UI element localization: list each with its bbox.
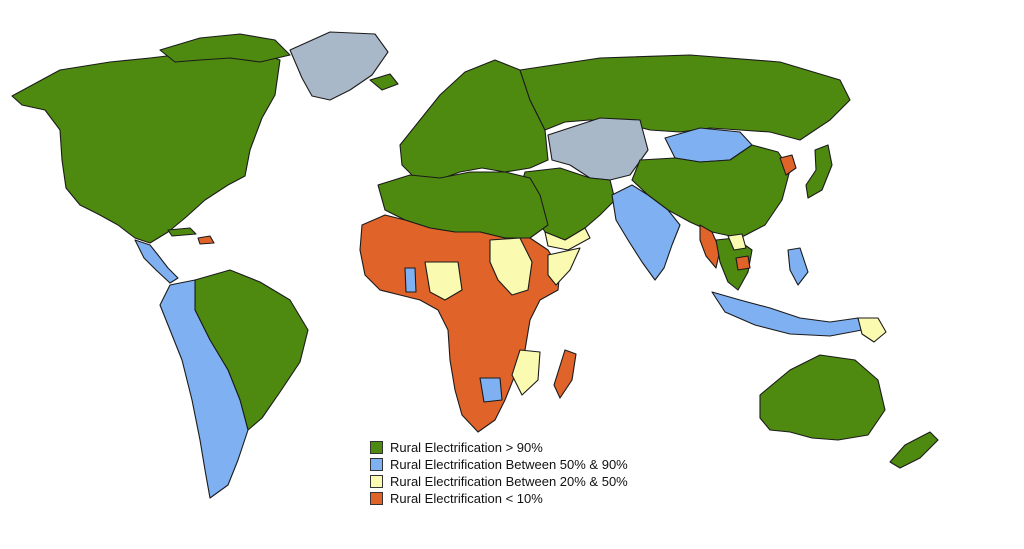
legend-swatch [370, 492, 383, 505]
region-sudan [489, 237, 533, 296]
legend-item-very-low: Rural Electrification < 10% [370, 490, 628, 507]
legend-item-high: Rural Electrification > 90% [370, 439, 628, 456]
region-cambodia [735, 255, 751, 271]
region-japan [805, 144, 833, 199]
region-philippines [787, 247, 809, 286]
region-somalia [547, 247, 581, 286]
legend-swatch [370, 475, 383, 488]
legend-label: Rural Electrification Between 50% & 90% [390, 457, 628, 472]
region-botswana [479, 377, 503, 403]
region-australia [759, 354, 886, 441]
legend: Rural Electrification > 90% Rural Electr… [370, 439, 628, 507]
region-central-asia [547, 117, 649, 181]
region-iceland [369, 73, 399, 91]
legend-label: Rural Electrification < 10% [390, 491, 543, 506]
region-central-america [134, 239, 179, 284]
region-north-america [11, 44, 281, 244]
legend-label: Rural Electrification Between 20% & 50% [390, 474, 628, 489]
legend-label: Rural Electrification > 90% [390, 440, 543, 455]
region-india [611, 184, 681, 281]
region-laos [727, 233, 747, 251]
region-mozambique [511, 349, 541, 396]
region-new-zealand [889, 431, 939, 469]
region-myanmar [699, 224, 721, 269]
legend-swatch [370, 441, 383, 454]
region-sub-saharan-africa [359, 214, 561, 433]
region-greenland [289, 31, 389, 101]
region-nigeria [424, 261, 463, 301]
region-indonesia [711, 291, 863, 337]
region-russia [519, 54, 851, 141]
region-arctic-islands [159, 33, 291, 63]
region-madagascar [553, 349, 577, 399]
region-cuba [167, 227, 197, 237]
region-ghana [404, 267, 417, 293]
region-haiti [197, 235, 215, 245]
legend-swatch [370, 458, 383, 471]
region-north-korea [779, 154, 797, 176]
region-yemen [544, 227, 591, 251]
legend-item-medium: Rural Electrification Between 50% & 90% [370, 456, 628, 473]
legend-item-low: Rural Electrification Between 20% & 50% [370, 473, 628, 490]
region-papua-new-guinea [857, 317, 887, 343]
region-andes [159, 279, 249, 499]
